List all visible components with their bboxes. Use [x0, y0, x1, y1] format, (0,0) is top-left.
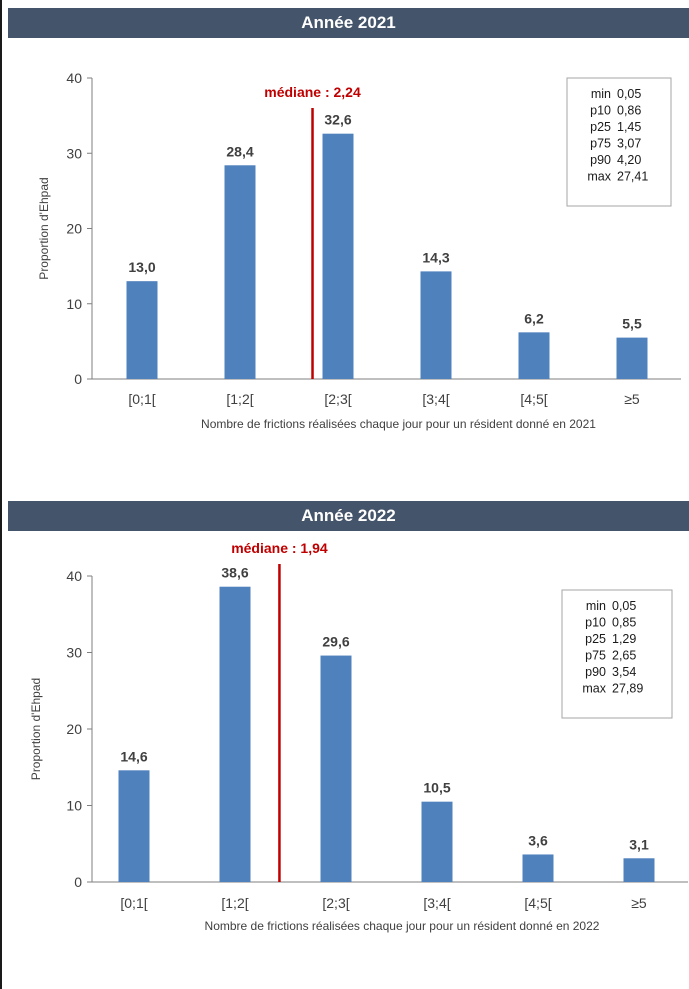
y-tick-label: 40: [66, 568, 82, 584]
x-tick-label: [0;1[: [120, 895, 147, 911]
stats-value: 3,07: [617, 137, 641, 151]
x-axis-label: Nombre de frictions réalisées chaque jou…: [205, 919, 600, 933]
y-tick-label: 10: [66, 798, 82, 814]
chart-panel-2022: Année 2022 0 10 20 30 40 Proportion d'Ehpad 14…: [0, 496, 689, 989]
data-label: 3,6: [528, 832, 548, 848]
bar: [522, 854, 554, 882]
x-axis-label: Nombre de frictions réalisées chaque jou…: [201, 417, 596, 431]
bar: [420, 271, 452, 379]
stats-key: p10: [590, 104, 611, 118]
stats-key: min: [591, 87, 611, 101]
data-label: 38,6: [221, 565, 248, 581]
data-label: 29,6: [322, 634, 349, 650]
bar: [126, 281, 158, 379]
data-label: 6,2: [524, 310, 544, 326]
data-label: 3,1: [629, 836, 649, 852]
stats-key: p25: [590, 120, 611, 134]
stats-value: 1,45: [617, 120, 641, 134]
y-tick-label: 30: [66, 645, 82, 661]
page-left-border: [0, 0, 2, 989]
y-tick-label: 10: [66, 296, 82, 312]
stats-key: p25: [585, 632, 606, 646]
bar-chart-2022: 0 10 20 30 40 Proportion d'Ehpad 14,6 [0;1[ 38,6…: [29, 540, 688, 933]
x-tick-label: [4;5[: [520, 391, 547, 407]
chart-title: Année 2021: [8, 8, 689, 38]
bar: [421, 801, 453, 882]
y-axis-label: Proportion d'Ehpad: [29, 678, 43, 780]
stats-value: 27,41: [617, 170, 648, 184]
data-label: 14,6: [120, 748, 147, 764]
bar: [320, 655, 352, 882]
x-tick-label: [1;2[: [226, 391, 253, 407]
bar-chart-2021: 0 10 20 30 40 Proportion d'Ehpad 13,0 [0;1[ 28,4…: [37, 70, 681, 431]
y-axis-label: Proportion d'Ehpad: [37, 177, 51, 279]
x-tick-label: [3;4[: [423, 895, 450, 911]
stats-value: 0,86: [617, 104, 641, 118]
bar: [322, 133, 354, 379]
y-tick-label: 40: [66, 70, 82, 86]
y-tick-label: 20: [66, 721, 82, 737]
stats-key: p10: [585, 616, 606, 630]
x-tick-label: [1;2[: [221, 895, 248, 911]
stats-value: 0,05: [612, 599, 636, 613]
bar: [224, 165, 256, 379]
x-tick-label: [4;5[: [524, 895, 551, 911]
stats-value: 27,89: [612, 682, 643, 696]
y-tick-label: 0: [74, 874, 82, 890]
stats-key: min: [586, 599, 606, 613]
bar: [118, 770, 150, 882]
bar: [219, 586, 251, 882]
stats-value: 1,29: [612, 632, 636, 646]
y-tick-label: 20: [66, 221, 82, 237]
stats-value: 0,05: [617, 87, 641, 101]
stats-key: p75: [585, 649, 606, 663]
stats-box: [561, 589, 673, 719]
stats-key: max: [582, 682, 606, 696]
chart-panel-2021: Année 2021 0 10 20 30 40 Proportion d'Ehpad 13…: [0, 0, 689, 480]
data-label: 13,0: [128, 259, 155, 275]
stats-value: 2,65: [612, 649, 636, 663]
bar: [623, 858, 655, 882]
stats-value: 0,85: [612, 616, 636, 630]
chart-title: Année 2022: [8, 501, 689, 531]
bar: [518, 332, 550, 379]
x-tick-label: [3;4[: [422, 391, 449, 407]
stats-key: max: [587, 170, 611, 184]
x-tick-label: ≥5: [624, 391, 640, 407]
stats-key: p75: [590, 137, 611, 151]
y-tick-label: 30: [66, 145, 82, 161]
x-tick-label: [2;3[: [322, 895, 349, 911]
median-label: médiane : 1,94: [231, 540, 328, 556]
data-label: 14,3: [422, 249, 449, 265]
data-label: 10,5: [423, 780, 450, 796]
y-tick-label: 0: [74, 371, 82, 387]
stats-key: p90: [590, 153, 611, 167]
stats-box: [566, 77, 672, 207]
stats-key: p90: [585, 665, 606, 679]
x-tick-label: [2;3[: [324, 391, 351, 407]
median-label: médiane : 2,24: [264, 84, 361, 100]
x-tick-label: ≥5: [631, 895, 647, 911]
data-label: 5,5: [622, 316, 642, 332]
x-tick-label: [0;1[: [128, 391, 155, 407]
stats-value: 4,20: [617, 153, 641, 167]
data-label: 32,6: [324, 112, 351, 128]
data-label: 28,4: [226, 143, 253, 159]
stats-value: 3,54: [612, 665, 636, 679]
bar: [616, 337, 648, 379]
